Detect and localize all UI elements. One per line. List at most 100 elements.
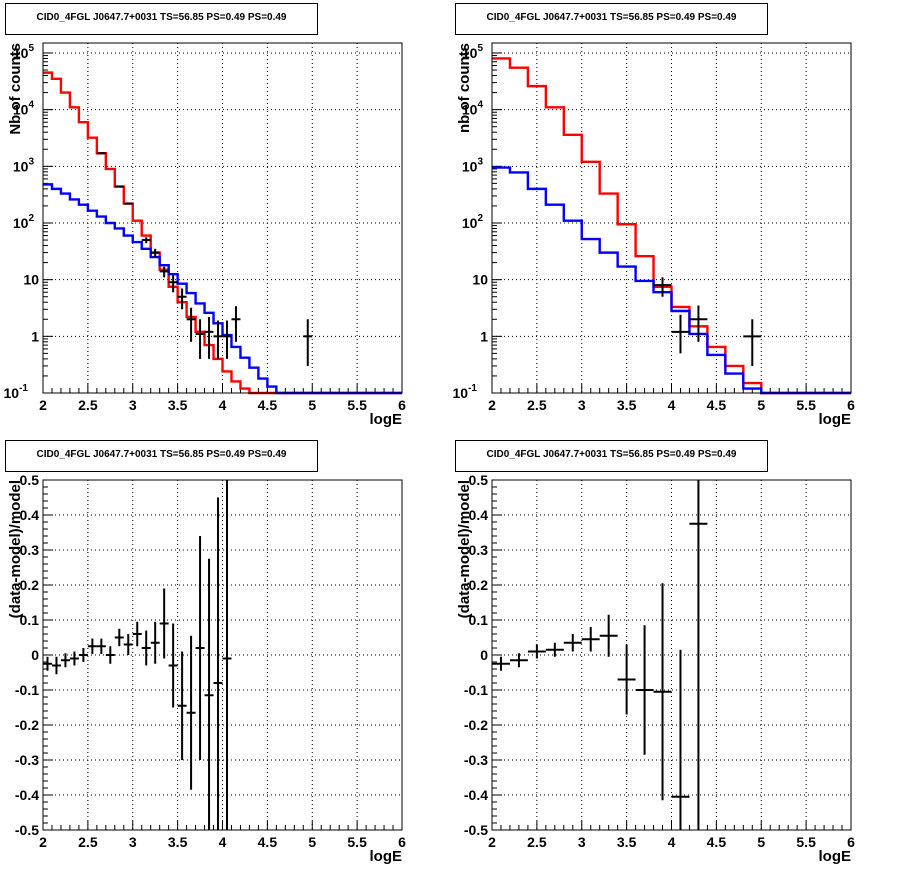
y-tick-label: 105 bbox=[462, 43, 484, 61]
chart-title: CID0_4FGL J0647.7+0031 TS=56.85 PS=0.49 … bbox=[455, 440, 768, 472]
y-tick-label: 0.4 bbox=[20, 507, 40, 523]
data-point bbox=[222, 320, 232, 359]
y-tick-exponent: 3 bbox=[28, 156, 34, 167]
grid bbox=[43, 43, 402, 393]
data-point bbox=[671, 649, 690, 830]
y-tick-label: 0.1 bbox=[20, 612, 40, 628]
x-tick-label: 6 bbox=[847, 397, 855, 413]
y-tick-label: -0.4 bbox=[15, 787, 39, 803]
y-tick-base: 10 bbox=[453, 385, 469, 401]
y-axis-title: (data-model)/model bbox=[456, 480, 473, 618]
y-tick-label: 0.3 bbox=[20, 542, 40, 558]
plot-frame bbox=[42, 42, 403, 394]
y-tick-label: 103 bbox=[462, 156, 484, 174]
data-point bbox=[222, 480, 232, 830]
y-axis-title: nb of counts bbox=[456, 43, 473, 133]
data-point bbox=[69, 651, 79, 666]
y-tick-label: 102 bbox=[462, 213, 484, 231]
y-tick-label: 0.2 bbox=[20, 577, 40, 593]
y-tick-base: 10 bbox=[462, 102, 478, 118]
x-tick-label: 3 bbox=[129, 397, 137, 413]
data-point bbox=[150, 621, 160, 664]
x-tick-label: 6 bbox=[398, 834, 406, 850]
x-tick-label: 5 bbox=[757, 834, 765, 850]
data-point bbox=[132, 621, 142, 647]
data-point bbox=[159, 266, 169, 278]
x-tick-label: 4 bbox=[668, 397, 676, 413]
y-tick-label: -0.5 bbox=[15, 822, 39, 838]
data-point bbox=[545, 642, 564, 657]
x-tick-label: 3 bbox=[578, 397, 586, 413]
data-point bbox=[43, 656, 52, 671]
x-tick-label: 3.5 bbox=[168, 397, 188, 413]
x-axis-title: logE bbox=[370, 411, 403, 428]
x-tick-label: 4 bbox=[219, 397, 227, 413]
data-point bbox=[509, 653, 528, 668]
x-tick-label: 4 bbox=[668, 834, 676, 850]
y-tick-label: 0.1 bbox=[469, 612, 489, 628]
y-tick-label: 0.2 bbox=[469, 577, 489, 593]
x-tick-label: 3.5 bbox=[168, 834, 188, 850]
chart-title: CID0_4FGL J0647.7+0031 TS=56.85 PS=0.49 … bbox=[5, 440, 318, 472]
data-point bbox=[159, 588, 169, 659]
data-point bbox=[492, 656, 510, 671]
data-point bbox=[141, 630, 151, 666]
y-tick-base: 10 bbox=[462, 215, 478, 231]
chart-panel-counts-right: 2 2.5 3 3.5 4 4.5 5 5.5 6 10-1 1 10 102 103 104 105 logE… bbox=[449, 0, 898, 437]
data-point bbox=[195, 319, 205, 359]
x-tick-label: 4.5 bbox=[707, 397, 727, 413]
data-point bbox=[231, 306, 241, 342]
x-tick-label: 6 bbox=[398, 397, 406, 413]
y-tick-base: 10 bbox=[13, 102, 29, 118]
x-tick-label: 2.5 bbox=[78, 397, 98, 413]
y-tick-label: -0.1 bbox=[15, 682, 39, 698]
y-tick-label: 1 bbox=[31, 328, 39, 344]
plot-frame bbox=[491, 42, 852, 394]
data-point bbox=[689, 305, 708, 342]
y-tick-label: -0.4 bbox=[464, 787, 488, 803]
x-tick-label: 3 bbox=[578, 834, 586, 850]
data-point bbox=[303, 319, 313, 366]
data-points bbox=[492, 480, 708, 830]
y-tick-base: 10 bbox=[462, 158, 478, 174]
y-tick-label: 10-1 bbox=[4, 383, 29, 401]
data-point bbox=[671, 314, 690, 354]
y-tick-exponent: 5 bbox=[28, 43, 34, 54]
data-points bbox=[96, 152, 313, 366]
x-tick-label: 5 bbox=[308, 834, 316, 850]
x-tick-label: 6 bbox=[847, 834, 855, 850]
x-axis-title: logE bbox=[819, 848, 852, 865]
data-point bbox=[653, 277, 672, 297]
data-point bbox=[635, 625, 654, 755]
axis-ticks bbox=[491, 479, 852, 831]
y-tick-label: -0.2 bbox=[464, 717, 488, 733]
y-tick-label: 10 bbox=[472, 272, 488, 288]
data-points bbox=[653, 277, 762, 366]
total_model-histogram bbox=[492, 57, 851, 395]
data-point bbox=[213, 320, 223, 359]
y-tick-label: 0.3 bbox=[469, 542, 489, 558]
x-tick-label: 5 bbox=[757, 397, 765, 413]
y-tick-exponent: 3 bbox=[477, 156, 483, 167]
y-tick-label: 0.5 bbox=[20, 472, 40, 488]
y-tick-label: -0.3 bbox=[15, 752, 39, 768]
data-point bbox=[195, 536, 205, 760]
source_model-histogram bbox=[492, 166, 851, 395]
data-point bbox=[78, 648, 88, 662]
x-tick-label: 2 bbox=[39, 397, 47, 413]
grid bbox=[492, 480, 851, 830]
y-tick-label: 0.4 bbox=[469, 507, 489, 523]
y-tick-exponent: -1 bbox=[468, 383, 477, 394]
x-tick-label: 2.5 bbox=[78, 834, 98, 850]
x-tick-label: 5.5 bbox=[347, 397, 367, 413]
data-point bbox=[123, 634, 133, 655]
y-tick-label: 10 bbox=[23, 272, 39, 288]
chart-counts-left: 2 2.5 3 3.5 4 4.5 5 5.5 610-1110102103104105logE… bbox=[4, 42, 406, 428]
chart-residuals-right: 2 2.5 3 3.5 4 4.5 5 5.5 6 -0.5 -0.4 -0.3 -0.2 -0.1 0 0.… bbox=[456, 472, 855, 865]
chart-residuals-left: 2 2.5 3 3.5 4 4.5 5 5.5 6 -0.5 -0.4 -0.3 -0.2 -0.1 0 0.… bbox=[7, 472, 406, 865]
data-point bbox=[60, 653, 70, 668]
data-point bbox=[87, 638, 97, 654]
x-tick-label: 4.5 bbox=[258, 834, 278, 850]
chart-panel-residuals-right: 2 2.5 3 3.5 4 4.5 5 5.5 6 -0.5 -0.4 -0.3 -0.2 -0.1 0 0.… bbox=[449, 437, 898, 875]
data-point bbox=[689, 480, 708, 830]
